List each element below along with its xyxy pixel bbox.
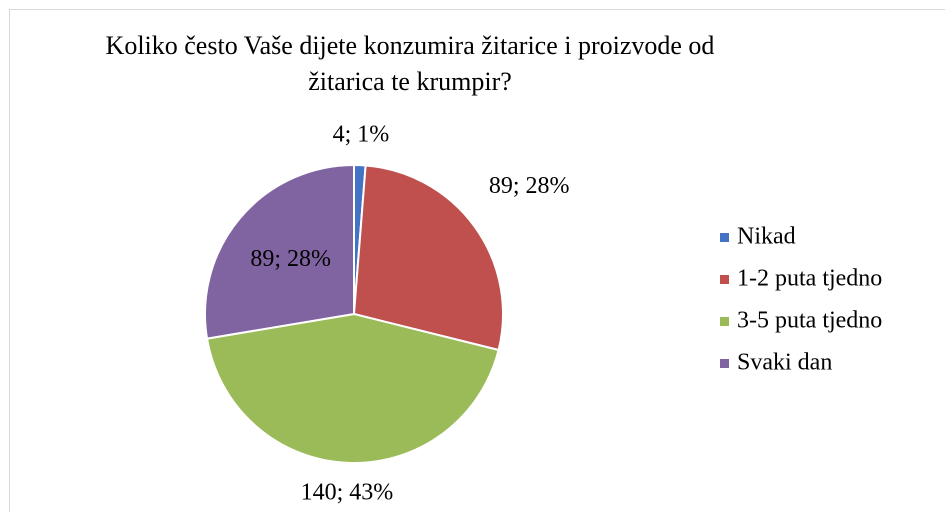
data-label: 4; 1%: [333, 122, 390, 148]
legend-swatch: [720, 233, 729, 242]
pie-slice: [352, 164, 504, 352]
data-label: 89; 28%: [489, 173, 570, 199]
data-label: 140; 43%: [301, 479, 394, 505]
pie-slice: [205, 312, 500, 464]
legend-label: 3-5 puta tjedno: [737, 308, 882, 334]
legend-label: Nikad: [737, 224, 796, 250]
legend-swatch: [720, 359, 729, 368]
data-label: 89; 28%: [250, 246, 331, 272]
legend-swatch: [720, 275, 729, 284]
legend-swatch: [720, 317, 729, 326]
legend-label: 1-2 puta tjedno: [737, 266, 882, 292]
frame: [9, 9, 945, 512]
chart-title: Koliko često Vaše dijete konzumira žitar…: [105, 31, 715, 96]
pie-slice: [204, 163, 355, 340]
legend-label: Svaki dan: [737, 350, 832, 376]
